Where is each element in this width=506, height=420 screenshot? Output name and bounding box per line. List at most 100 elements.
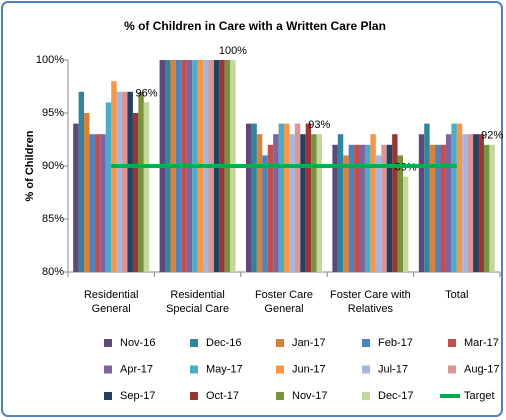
bar [84,113,90,272]
legend-label: Jul-17 [378,363,408,375]
bar [375,155,382,272]
bar [294,123,301,272]
bar [489,144,495,272]
bar [127,91,133,272]
legend-swatch [104,392,112,400]
bar [116,91,123,272]
bar [418,134,425,272]
y-tick-label: 100% [36,54,64,66]
x-tick-label: Foster Care with Relatives [330,289,411,315]
bar [256,134,263,272]
bar [354,144,360,272]
legend-label: Oct-17 [206,390,239,402]
chart-title: % of Children in Care with a Written Car… [124,19,386,33]
bar [370,134,376,272]
legend-label: Nov-17 [292,390,327,402]
legend-swatch [190,339,198,347]
legend-label: Aug-17 [464,363,499,375]
data-label: 92% [481,130,503,142]
bar [478,134,484,272]
legend-label: Mar-17 [464,337,499,349]
bar [483,144,490,272]
y-tick-label: 85% [42,213,64,225]
bar [73,123,79,272]
legend-swatch [448,339,456,347]
bar [262,155,268,272]
legend-swatch [190,365,198,374]
legend-swatch [362,365,370,374]
legend-swatch [190,392,198,400]
data-label: 100% [219,45,247,57]
bar [273,134,279,272]
bar [122,91,128,272]
x-tick-label: Total [445,289,469,301]
bar [305,123,312,272]
bar [138,91,144,272]
bar [473,134,479,272]
legend-label: Jun-17 [292,363,326,375]
x-tick-label: Residential General [83,289,139,315]
bar [78,91,85,272]
bar [300,134,306,272]
bar [435,144,441,272]
bar [245,123,252,272]
bar [456,123,463,272]
bar [311,134,317,272]
bar [332,144,338,272]
bar [251,123,257,272]
x-tick-label: Foster Care General [254,289,314,315]
bar [381,144,387,272]
bar [267,144,274,272]
bar [348,144,355,272]
bar [337,134,344,272]
legend-swatch [104,339,112,347]
legend-label: May-17 [206,363,243,375]
bar [429,144,436,272]
data-label: 96% [135,87,157,99]
legend-label: Dec-17 [378,390,413,402]
legend-swatch [104,365,112,374]
legend-swatch [448,365,456,374]
bar [143,102,150,273]
bar [467,134,474,272]
bar [284,123,290,272]
legend-swatch [362,339,370,347]
bar [343,155,349,272]
bar [445,134,452,272]
legend-label: Target [464,390,495,402]
bar [462,134,468,272]
bar [316,134,323,272]
x-tick-label: Residential Special Care [166,289,230,315]
bar [440,144,446,272]
legend-label: Feb-17 [378,337,413,349]
legend-label: Jan-17 [292,337,326,349]
legend-swatch [276,339,284,347]
bar [386,144,393,272]
bar [94,134,101,272]
y-tick-label: 95% [42,107,64,119]
legend-swatch [362,392,370,400]
bar [392,134,398,272]
legend-swatch [276,392,284,400]
bar [402,176,409,272]
bar [397,155,403,272]
bar [132,113,139,272]
bar [289,134,295,272]
legend-swatch [276,365,284,374]
bar [359,144,365,272]
legend-label: Nov-16 [120,337,155,349]
bar [89,134,95,272]
data-label: 93% [308,119,330,131]
bar [105,102,112,273]
bar [424,123,430,272]
bar [111,81,117,272]
legend-label: Sep-17 [120,390,155,402]
bar [278,123,284,272]
bar [364,144,371,272]
y-axis-title: % of Children [24,130,36,201]
y-tick-label: 90% [42,160,64,172]
legend-label: Dec-16 [206,337,241,349]
bar [100,134,106,272]
legend-label: Apr-17 [120,363,153,375]
